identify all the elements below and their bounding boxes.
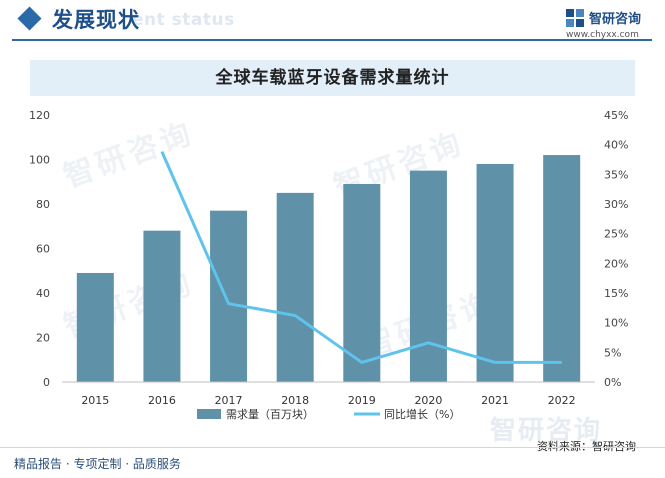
header-ghost-text: ent status [132, 10, 235, 30]
section-title: 发展现状 [52, 8, 140, 32]
x-tick-label: 2016 [148, 394, 176, 407]
bar-2022 [543, 155, 581, 382]
y-right-tick-label: 40% [604, 139, 628, 152]
bar-2020 [409, 170, 447, 382]
bar-2019 [343, 183, 381, 382]
y-left-tick-label: 20 [36, 332, 50, 345]
growth-point-2018 [294, 315, 296, 317]
y-right-tick-label: 30% [604, 198, 628, 211]
y-left-tick-label: 60 [36, 243, 50, 256]
growth-point-2021 [494, 361, 496, 363]
chart-title-band: 全球车载蓝牙设备需求量统计 [30, 60, 635, 96]
growth-point-2016 [161, 151, 163, 153]
x-tick-label: 2018 [281, 394, 309, 407]
bar-2021 [476, 163, 514, 382]
growth-point-2022 [561, 361, 563, 363]
y-left-tick-label: 0 [43, 376, 50, 389]
brand-url: www.chyxx.com [566, 30, 639, 40]
footer-watermark: 智研咨询 [490, 416, 603, 446]
brand-name: 智研咨询 [589, 12, 642, 27]
zhiyan-logo-icon [566, 9, 584, 27]
chart-title: 全球车载蓝牙设备需求量统计 [215, 68, 450, 88]
y-right-tick-label: 10% [604, 317, 628, 330]
x-tick-label: 2020 [414, 394, 442, 407]
legend-swatch-demand [197, 409, 221, 419]
bar-2017 [210, 210, 248, 382]
y-right-tick-label: 35% [604, 168, 628, 181]
x-tick-label: 2021 [481, 394, 509, 407]
y-left-tick-label: 120 [29, 109, 50, 122]
x-tick-label: 2019 [348, 394, 376, 407]
y-right-tick-label: 20% [604, 257, 628, 270]
x-tick-label: 2022 [548, 394, 576, 407]
x-tick-label: 2015 [81, 394, 109, 407]
growth-point-2019 [361, 361, 363, 363]
y-right-tick-label: 5% [604, 346, 621, 359]
footer-tagline: 精品报告 · 专项定制 · 品质服务 [14, 457, 181, 471]
header-divider [12, 39, 652, 41]
diamond-icon [17, 6, 42, 31]
y-left-tick-label: 80 [36, 198, 50, 211]
y-left-tick-label: 100 [29, 154, 50, 167]
growth-point-2017 [228, 303, 230, 305]
growth-point-2020 [427, 342, 429, 344]
legend-label-growth: 同比增长（%） [384, 407, 460, 421]
y-right-tick-label: 25% [604, 228, 628, 241]
x-tick-label: 2017 [215, 394, 243, 407]
y-left-tick-label: 40 [36, 287, 50, 300]
y-right-tick-label: 15% [604, 287, 628, 300]
chart-canvas: 0 20 40 60 80 100 120 0% 5% 10% 15% 20% 25% 30% 35% 40%… [29, 109, 628, 421]
bar-2015 [76, 272, 114, 382]
page-header: ent status 发展现状 智研咨询 www.chyxx.com [0, 0, 665, 44]
legend-label-demand: 需求量（百万块） [226, 408, 314, 421]
source-note: 资料来源：智研咨询 [537, 440, 636, 453]
bar-2016 [143, 230, 181, 382]
y-right-tick-label: 45% [604, 109, 628, 122]
footer-divider [0, 447, 665, 448]
bar-2018 [276, 192, 314, 382]
y-right-tick-label: 0% [604, 376, 621, 389]
